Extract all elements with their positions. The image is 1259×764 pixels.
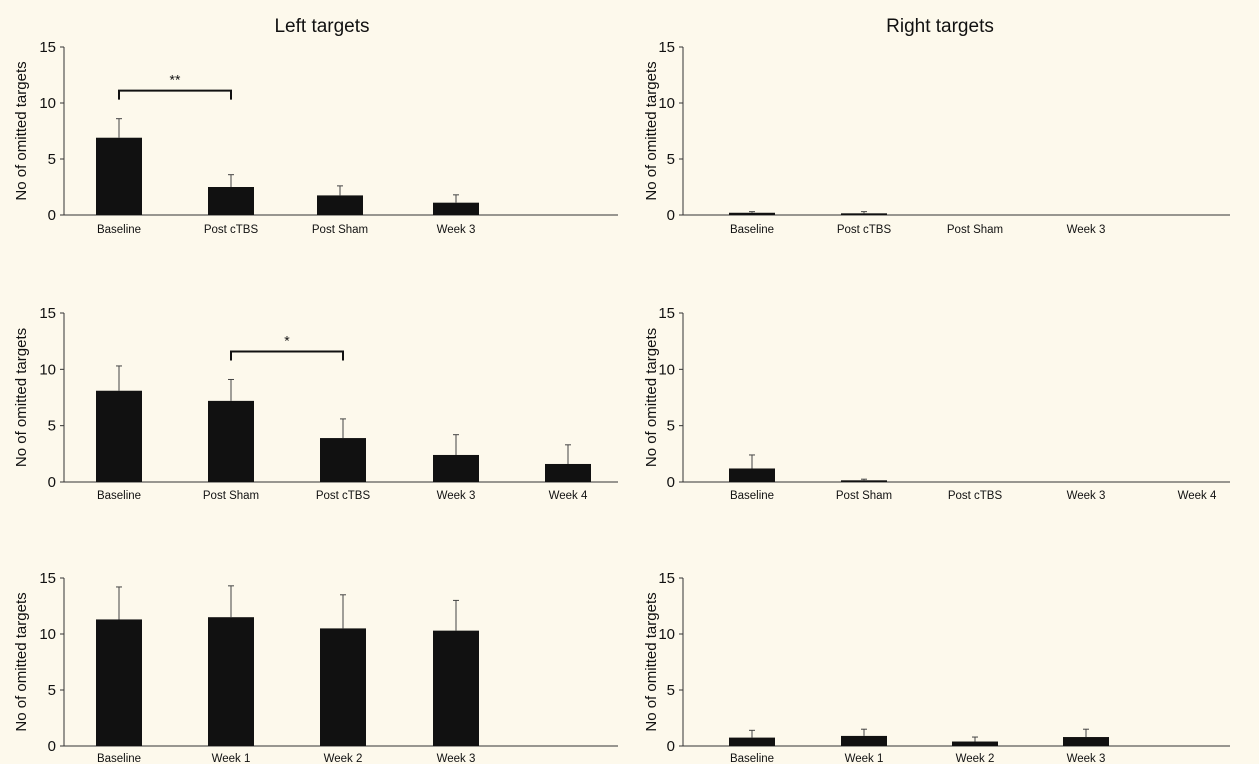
x-tick-label: Week 3 xyxy=(437,753,476,764)
y-tick-label: 5 xyxy=(667,418,675,435)
y-axis-label: No of omitted targets xyxy=(643,61,660,200)
chart-panel-right-row2: 0 5 10 15 No of omitted targets Baseline Post … xyxy=(643,305,1230,502)
chart-panel-right-row1: 0 5 10 15 No of omitted targets Baseline Post … xyxy=(643,39,1230,236)
chart-panel-left-row1: 0 5 10 15 No of omitted targets Baseline Post … xyxy=(13,39,618,236)
significance-label: * xyxy=(284,332,290,348)
y-tick-label: 5 xyxy=(667,682,675,699)
y-tick-label: 5 xyxy=(48,151,56,168)
y-axis-label: No of omitted targets xyxy=(13,328,30,467)
bar xyxy=(208,187,254,215)
y-tick-label: 15 xyxy=(39,305,56,322)
bar xyxy=(545,463,591,482)
y-tick-label: 10 xyxy=(39,95,56,112)
x-tick-label: Post cTBS xyxy=(204,224,259,236)
x-tick-label: Baseline xyxy=(730,753,774,764)
bar xyxy=(1063,737,1109,746)
bar xyxy=(208,400,254,482)
y-tick-label: 0 xyxy=(48,207,56,224)
left-column-title: Left targets xyxy=(274,16,369,37)
y-tick-label: 15 xyxy=(658,39,675,56)
bar xyxy=(841,735,887,746)
y-tick-label: 10 xyxy=(39,361,56,378)
chart-panel-left-row2: 0 5 10 15 No of omitted targets Baseline Post … xyxy=(13,305,618,502)
y-tick-label: 10 xyxy=(658,95,675,112)
y-tick-label: 5 xyxy=(48,682,56,699)
y-tick-label: 0 xyxy=(667,474,675,491)
bar xyxy=(320,628,366,746)
x-tick-label: Week 3 xyxy=(1067,490,1106,502)
significance-label: ** xyxy=(170,72,181,88)
y-tick-label: 15 xyxy=(39,570,56,587)
x-tick-label: Week 2 xyxy=(956,753,995,764)
x-tick-label: Week 4 xyxy=(549,490,588,502)
x-tick-label: Week 3 xyxy=(1067,224,1106,236)
bar xyxy=(729,212,775,215)
x-tick-label: Baseline xyxy=(730,490,774,502)
bar xyxy=(96,137,142,215)
x-tick-label: Post Sham xyxy=(312,224,368,236)
y-axis-label: No of omitted targets xyxy=(643,592,660,731)
chart-panel-left-row3: 0 5 10 15 No of omitted targets Baseline Week … xyxy=(13,570,618,764)
x-tick-label: Week 2 xyxy=(324,753,363,764)
y-tick-label: 15 xyxy=(658,305,675,322)
x-tick-label: Baseline xyxy=(97,224,141,236)
x-tick-label: Post cTBS xyxy=(948,490,1003,502)
y-tick-label: 0 xyxy=(48,474,56,491)
y-tick-label: 10 xyxy=(39,626,56,643)
x-tick-label: Week 4 xyxy=(1178,490,1217,502)
y-tick-label: 10 xyxy=(658,361,675,378)
bar xyxy=(433,454,479,482)
bar xyxy=(96,390,142,482)
y-tick-label: 0 xyxy=(667,207,675,224)
x-tick-label: Post Sham xyxy=(836,490,892,502)
y-axis-label: No of omitted targets xyxy=(643,328,660,467)
y-tick-label: 10 xyxy=(658,626,675,643)
x-tick-label: Week 3 xyxy=(437,490,476,502)
bar xyxy=(317,195,363,215)
y-axis-label: No of omitted targets xyxy=(13,61,30,200)
x-tick-label: Post cTBS xyxy=(837,224,892,236)
right-column-title: Right targets xyxy=(886,16,994,37)
bar xyxy=(208,617,254,746)
bar xyxy=(952,741,998,746)
y-tick-label: 5 xyxy=(667,151,675,168)
significance-bracket xyxy=(118,89,232,100)
x-tick-label: Baseline xyxy=(97,753,141,764)
y-tick-label: 5 xyxy=(48,418,56,435)
bar xyxy=(729,468,775,482)
y-axis-label: No of omitted targets xyxy=(13,592,30,731)
x-tick-label: Baseline xyxy=(97,490,141,502)
bar xyxy=(729,737,775,746)
x-tick-label: Baseline xyxy=(730,224,774,236)
x-tick-label: Post Sham xyxy=(203,490,259,502)
y-tick-label: 0 xyxy=(48,738,56,755)
x-tick-label: Week 1 xyxy=(845,753,884,764)
bar xyxy=(841,213,887,215)
y-tick-label: 0 xyxy=(667,738,675,755)
y-tick-label: 15 xyxy=(658,570,675,587)
x-tick-label: Post cTBS xyxy=(316,490,371,502)
significance-bracket xyxy=(230,350,344,361)
y-tick-label: 15 xyxy=(39,39,56,56)
bar xyxy=(433,202,479,215)
bar xyxy=(96,619,142,746)
x-tick-label: Week 3 xyxy=(1067,753,1106,764)
x-tick-label: Week 1 xyxy=(212,753,251,764)
chart-panel-right-row3: 0 5 10 15 No of omitted targets Baseline Week … xyxy=(643,570,1230,764)
bar xyxy=(841,480,887,482)
bar xyxy=(433,630,479,746)
x-tick-label: Week 3 xyxy=(437,224,476,236)
x-tick-label: Post Sham xyxy=(947,224,1003,236)
bar xyxy=(320,438,366,482)
